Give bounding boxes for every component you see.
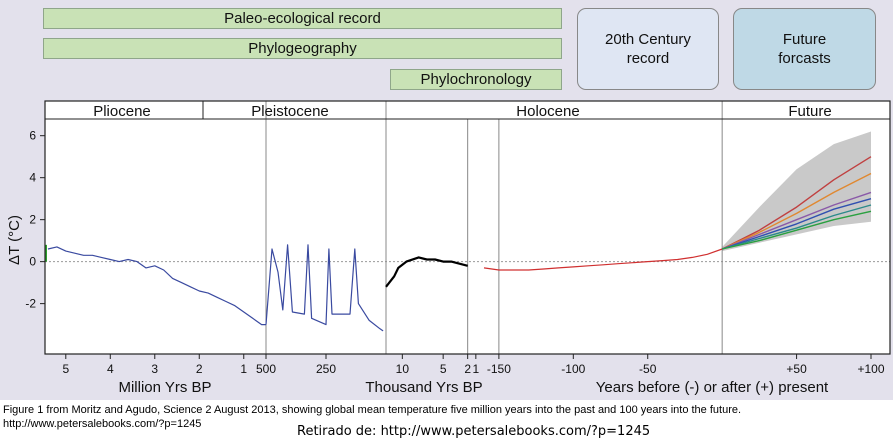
- series-projection-1: [721, 156, 872, 250]
- projection-uncertainty-band: [722, 131, 871, 252]
- y-axis-label: ΔT (°C): [6, 215, 23, 265]
- x-label-years: Years before (-) or after (+) present: [596, 379, 829, 396]
- y-tick-label: -2: [25, 297, 36, 311]
- x-tick-label: 4: [107, 362, 114, 376]
- series-projection-3: [721, 191, 872, 250]
- series-late-pleistocene: [265, 244, 384, 332]
- y-tick-label: 6: [29, 129, 36, 143]
- y-tick-label: 0: [29, 255, 36, 269]
- series-projection-4: [721, 198, 872, 250]
- epoch-holocene: Holocene: [516, 103, 579, 120]
- x-tick-label: 250: [316, 362, 336, 376]
- x-tick-label: 5: [440, 362, 447, 376]
- x-tick-label: 10: [396, 362, 410, 376]
- x-tick-label: 3: [151, 362, 158, 376]
- epoch-pleistocene: Pleistocene: [251, 103, 329, 120]
- x-tick-label: -100: [561, 362, 585, 376]
- x-label-million: Million Yrs BP: [118, 379, 211, 396]
- x-tick-label: -50: [639, 362, 657, 376]
- x-tick-label: 1: [472, 362, 479, 376]
- series-holocene-mean: [385, 256, 468, 288]
- x-tick-label: 2: [464, 362, 471, 376]
- x-tick-label: 500: [256, 362, 276, 376]
- y-tick-label: 4: [29, 171, 36, 185]
- temperature-chart: Pliocene Pleistocene Holocene Future -2 0…: [6, 100, 891, 396]
- x-tick-label: +50: [786, 362, 807, 376]
- phylochronology-bar: Phylochronology: [390, 69, 562, 90]
- series-projection-2: [721, 172, 872, 250]
- x-tick-label: 5: [62, 362, 69, 376]
- figure-caption: Figure 1 from Moritz and Agudo, Science …: [3, 404, 742, 430]
- future-forecasts-box: Future forcasts: [733, 8, 876, 90]
- y-tick-label: 2: [29, 213, 36, 227]
- x-tick-label: -150: [487, 362, 511, 376]
- x-tick-label: 1: [240, 362, 247, 376]
- epoch-future: Future: [788, 103, 831, 120]
- epoch-pliocene: Pliocene: [93, 103, 151, 120]
- x-label-thousand: Thousand Yrs BP: [365, 379, 482, 396]
- paleo-ecological-record-bar: Paleo-ecological record: [43, 8, 562, 29]
- source-credit: Retirado de: http://www.petersalebooks.c…: [297, 424, 651, 439]
- series-recent-record: [483, 248, 723, 271]
- twentieth-century-record-box: 20th Century record: [577, 8, 719, 90]
- x-tick-label: +100: [857, 362, 884, 376]
- x-tick-label: 2: [196, 362, 203, 376]
- series-pliocene-pleistocene: [47, 246, 266, 326]
- series-projection-6: [722, 210, 872, 250]
- series-projection-5: [722, 204, 872, 250]
- phylogeography-bar: Phylogeography: [43, 38, 562, 59]
